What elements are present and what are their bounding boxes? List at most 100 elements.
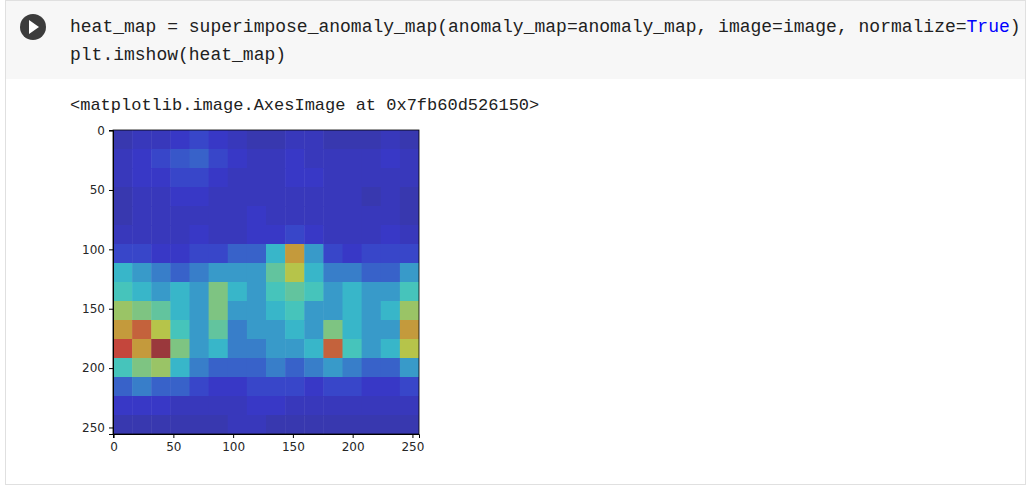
heatmap-cell — [362, 149, 382, 169]
heatmap-cell — [151, 358, 171, 378]
heatmap-cell — [362, 339, 382, 359]
heatmap-cell — [323, 358, 343, 378]
heatmap-cell — [362, 415, 382, 434]
heatmap-cell — [343, 263, 363, 283]
heatmap-cell — [304, 187, 324, 207]
heatmap-cell — [113, 339, 133, 359]
heatmap-cell — [190, 415, 210, 434]
heatmap-cell — [400, 244, 419, 264]
tick-label: 0 — [110, 440, 118, 454]
heatmap-cell — [209, 320, 229, 340]
heatmap-cell — [343, 206, 363, 226]
heatmap-cell — [170, 130, 190, 150]
heatmap-cell — [132, 396, 152, 416]
heatmap-cell — [247, 206, 267, 226]
heatmap-cell — [323, 187, 343, 207]
code-token: plt.imshow(heat_map) — [70, 45, 286, 65]
heatmap-cell — [343, 187, 363, 207]
run-button-circle[interactable] — [20, 14, 46, 40]
heatmap-cell — [381, 149, 401, 169]
heatmap-cell — [170, 320, 190, 340]
heatmap-cell — [304, 206, 324, 226]
run-button[interactable] — [20, 14, 46, 40]
heatmap-cell — [247, 282, 267, 302]
notebook: heat_map = superimpose_anomaly_map(anoma… — [0, 0, 1028, 492]
heatmap-cell — [266, 130, 286, 150]
tick-mark — [109, 190, 113, 191]
heatmap-cell — [400, 206, 419, 226]
heatmap-cell — [113, 377, 133, 397]
heatmap-cell — [228, 225, 248, 245]
heatmap-cell — [209, 301, 229, 321]
heatmap-cell — [190, 187, 210, 207]
heatmap-cell — [362, 187, 382, 207]
heatmap-cell — [132, 301, 152, 321]
tick: 250 — [401, 434, 424, 454]
heatmap-cell — [323, 320, 343, 340]
tick-mark — [353, 434, 354, 438]
heatmap-cell — [362, 377, 382, 397]
heatmap-cell — [362, 320, 382, 340]
heatmap-cell — [400, 282, 419, 302]
heatmap-cell — [190, 282, 210, 302]
heatmap-cell — [209, 282, 229, 302]
heatmap-cell — [151, 263, 171, 283]
heatmap-cell — [304, 415, 324, 434]
tick-label: 150 — [82, 302, 105, 316]
tick: 0 — [110, 434, 118, 454]
heatmap-cell — [132, 168, 152, 188]
heatmap-cell — [247, 339, 267, 359]
heatmap-cell — [343, 149, 363, 169]
heatmap-cell — [209, 339, 229, 359]
heatmap-cell — [285, 244, 305, 264]
heatmap-cell — [285, 377, 305, 397]
heatmap-cell — [228, 358, 248, 378]
tick-label: 50 — [90, 183, 105, 197]
tick: 100 — [222, 434, 245, 454]
heatmap-cell — [343, 301, 363, 321]
heatmap-cell — [151, 168, 171, 188]
heatmap-cell — [266, 358, 286, 378]
code-line: plt.imshow(heat_map) — [70, 45, 286, 65]
plot-frame — [113, 130, 419, 434]
heatmap-cell — [343, 225, 363, 245]
heatmap-cell — [247, 187, 267, 207]
heatmap-cell — [247, 301, 267, 321]
heatmap-cell — [362, 396, 382, 416]
tick: 150 — [82, 302, 113, 316]
heatmap-cell — [190, 396, 210, 416]
tick-mark — [109, 131, 113, 132]
heatmap-cell — [132, 244, 152, 264]
heatmap-cell — [132, 377, 152, 397]
heatmap-cell — [304, 130, 324, 150]
heatmap-cell — [247, 415, 267, 434]
heatmap-cell — [113, 415, 133, 434]
heatmap-cell — [285, 358, 305, 378]
heatmap-cell — [151, 339, 171, 359]
heatmap-cell — [132, 206, 152, 226]
tick-mark — [109, 249, 113, 250]
heatmap-cell — [190, 168, 210, 188]
code-area — [6, 1, 1025, 79]
heatmap-cell — [113, 320, 133, 340]
tick-mark — [293, 434, 294, 438]
heatmap-cell — [266, 168, 286, 188]
heatmap-cell — [228, 396, 248, 416]
heatmap-cell — [304, 301, 324, 321]
heatmap-cell — [170, 168, 190, 188]
heatmap-cell — [285, 149, 305, 169]
tick-label: 200 — [82, 361, 105, 375]
heatmap-cell — [170, 187, 190, 207]
heatmap-cell — [151, 206, 171, 226]
tick: 50 — [166, 434, 181, 454]
heatmap-cell — [381, 320, 401, 340]
heatmap-cell — [381, 358, 401, 378]
heatmap-cell — [266, 244, 286, 264]
heatmap-cell — [247, 168, 267, 188]
heatmap-cell — [190, 225, 210, 245]
cell-frame — [6, 1, 1026, 485]
heatmap-cell — [209, 396, 229, 416]
heatmap-cell — [285, 396, 305, 416]
heatmap-cell — [190, 130, 210, 150]
heatmap-cell — [170, 244, 190, 264]
